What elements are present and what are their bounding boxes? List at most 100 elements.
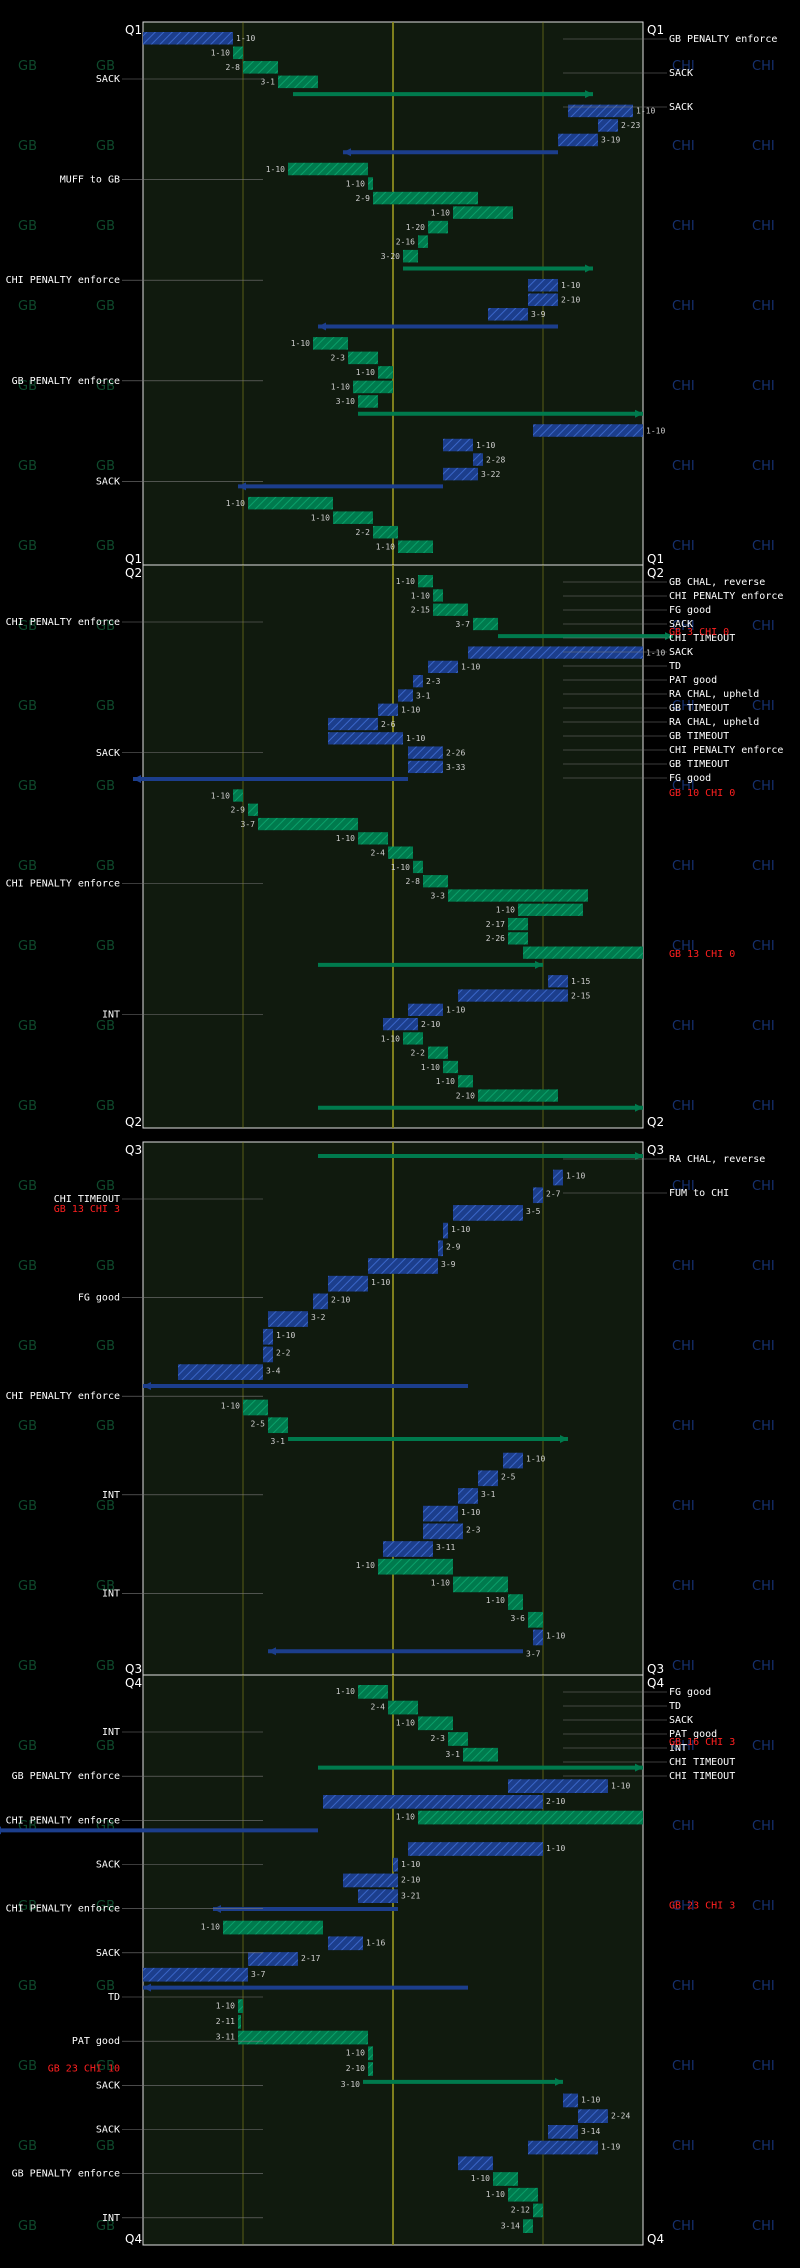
quarter-label: Q3 (647, 1143, 664, 1157)
event-label-right: RA CHAL, upheld (669, 689, 759, 700)
down-label: 2-3 (431, 1734, 446, 1743)
play-bar (428, 220, 448, 234)
down-label: 2-26 (446, 748, 465, 757)
down-label: 2-28 (486, 455, 505, 464)
down-label: 3-9 (441, 1260, 456, 1269)
play-bar (473, 617, 498, 631)
kick-arrow-head (143, 1381, 151, 1390)
play-bar (313, 337, 348, 350)
down-label: 1-10 (436, 1077, 455, 1086)
play-bar (328, 1275, 368, 1292)
down-label: 1-10 (221, 1402, 240, 1411)
event-label-left: CHI PENALTY enforce (6, 1904, 120, 1915)
down-label: 2-8 (406, 877, 421, 886)
down-label: 1-10 (646, 648, 665, 657)
play-bar (418, 1810, 643, 1825)
event-label-right: FG good (669, 1687, 711, 1698)
watermark-chi-right: CHI (752, 1659, 775, 1674)
down-label: 1-10 (396, 1813, 415, 1822)
down-label: 2-9 (446, 1242, 461, 1251)
event-label-left: SACK (96, 1860, 120, 1871)
down-label: 1-10 (396, 1718, 415, 1727)
play-bar (478, 1470, 498, 1487)
down-label: 3-11 (436, 1543, 455, 1552)
down-label: 1-10 (431, 1579, 450, 1588)
watermark-gb-left: GB (18, 219, 37, 234)
down-label: 1-10 (486, 1596, 505, 1605)
watermark-chi-right: CHI (752, 59, 775, 74)
watermark-gb-left: GB (18, 1899, 37, 1914)
play-bar (248, 803, 258, 816)
watermark-gb-left: GB (18, 699, 37, 714)
play-bar (243, 61, 278, 74)
quarter-label: Q4 (125, 1676, 142, 1690)
down-label: 2-2 (411, 1049, 426, 1058)
down-label: 1-10 (461, 663, 480, 672)
watermark-gb-left: GB (18, 1019, 37, 1034)
play-bar (328, 1936, 363, 1951)
event-label-left: CHI PENALTY enforce (6, 879, 120, 890)
down-label: 2-17 (486, 920, 505, 929)
watermark-chi-left: CHI (672, 1019, 695, 1034)
play-bar (398, 689, 413, 702)
down-label: 2-3 (331, 354, 346, 363)
kick-arrow-head (268, 1647, 276, 1656)
play-bar (523, 2219, 533, 2233)
watermark-gb-left: GB (18, 139, 37, 154)
play-bar (268, 1417, 288, 1434)
watermark-gb-right: GB (96, 619, 115, 634)
down-label: 1-10 (646, 426, 665, 435)
play-bar (178, 1364, 263, 1380)
kick-arrow-head (535, 960, 543, 969)
play-bar (358, 1685, 388, 1699)
event-label-right: CHI PENALTY enforce (669, 745, 783, 756)
event-label-right: SACK (669, 1715, 693, 1726)
down-label: 1-10 (446, 1006, 465, 1015)
event-label-right: SACK (669, 68, 693, 79)
event-label-right: GB TIMEOUT (669, 759, 729, 770)
watermark-gb-right: GB (96, 1499, 115, 1514)
event-label-right: TD (669, 1701, 681, 1712)
play-bar (368, 177, 373, 190)
down-label: 1-10 (401, 1860, 420, 1869)
watermark-gb-left: GB (18, 1739, 37, 1754)
play-bar (403, 249, 418, 263)
down-label: 3-5 (526, 1207, 541, 1216)
down-label: 3-1 (271, 1437, 286, 1446)
down-label: 3-11 (216, 2033, 235, 2042)
play-bar (328, 732, 403, 745)
play-bar (453, 1205, 523, 1221)
play-bar (333, 511, 373, 524)
watermark-gb-left: GB (18, 1419, 37, 1434)
play-bar (418, 235, 428, 248)
watermark-gb-left: GB (18, 539, 37, 554)
watermark-chi-left: CHI (672, 619, 695, 634)
down-label: 1-10 (336, 834, 355, 843)
down-label: 3-1 (446, 1750, 461, 1759)
watermark-gb-left: GB (18, 1179, 37, 1194)
play-bar (398, 540, 433, 553)
watermark-chi-left: CHI (672, 699, 695, 714)
down-label: 1-10 (546, 1632, 565, 1641)
quarter-label: Q4 (125, 2232, 142, 2246)
down-label: 2-8 (226, 63, 241, 72)
event-label-right: GB PENALTY enforce (669, 34, 777, 45)
play-bar (378, 703, 398, 716)
down-label: 1-10 (561, 281, 580, 290)
watermark-chi-right: CHI (752, 619, 775, 634)
play-bar (313, 1293, 328, 1310)
watermark-chi-left: CHI (672, 379, 695, 394)
watermark-gb-left: GB (18, 59, 37, 74)
watermark-gb-right: GB (96, 1259, 115, 1274)
score-label: GB 23 CHI 3 (669, 1900, 735, 1911)
watermark-chi-right: CHI (752, 1339, 775, 1354)
event-label-right: FG good (669, 773, 711, 784)
play-bar (533, 2203, 543, 2218)
down-label: 1-10 (371, 1278, 390, 1287)
down-label: 3-2 (311, 1313, 326, 1322)
score-label: GB 10 CHI 0 (669, 788, 735, 799)
play-bar (453, 206, 513, 219)
watermark-chi-right: CHI (752, 1579, 775, 1594)
watermark-chi-right: CHI (752, 299, 775, 314)
play-bar (428, 660, 458, 674)
